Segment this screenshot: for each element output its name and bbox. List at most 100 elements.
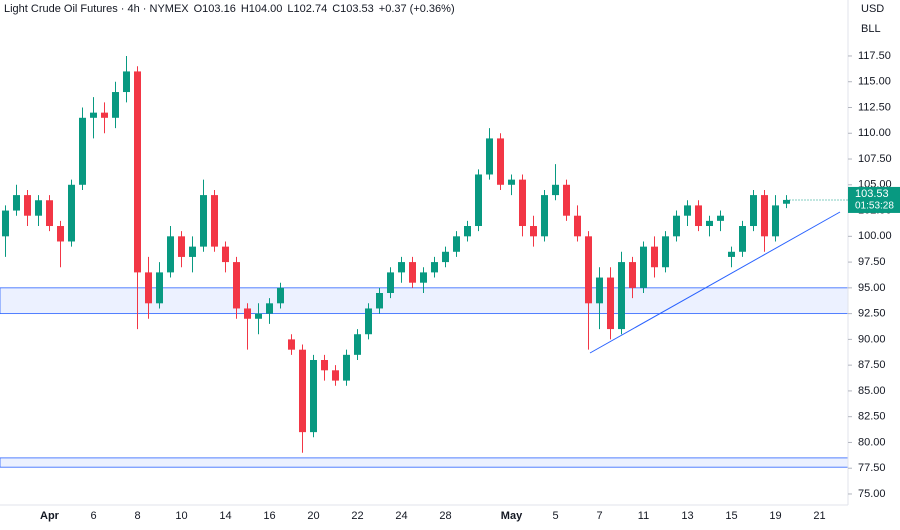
- candle-body: [79, 117, 86, 185]
- x-tick-label: 20: [307, 510, 319, 522]
- x-tick-label: 22: [351, 510, 363, 522]
- candle-body: [211, 195, 218, 247]
- y-tick-label: 87.50: [858, 359, 886, 371]
- y-tick-label: 90.00: [858, 333, 886, 345]
- candle-body: [662, 236, 669, 268]
- y-tick-label: 85.00: [858, 385, 886, 397]
- ohlc-value: H104.00: [241, 3, 283, 15]
- candle-body: [46, 200, 53, 227]
- candle-body: [475, 174, 482, 227]
- plot-area: [0, 55, 849, 468]
- x-tick-label: 24: [395, 510, 407, 522]
- x-tick-label: 5: [552, 510, 558, 522]
- x-tick-label: Apr: [40, 510, 60, 522]
- y-tick-label: 80.00: [858, 436, 886, 448]
- candle-body: [266, 303, 273, 314]
- x-tick-label: 28: [439, 510, 451, 522]
- candle-body: [343, 354, 350, 381]
- ohlc-value: L102.74: [287, 3, 327, 15]
- candle-body: [321, 359, 328, 371]
- candle-body: [464, 226, 471, 237]
- candle-body: [607, 277, 614, 330]
- candle-body: [35, 200, 42, 216]
- x-tick-label: 6: [90, 510, 96, 522]
- candle-body: [200, 195, 207, 247]
- y-tick-label: 82.50: [858, 411, 886, 423]
- candle-body: [739, 226, 746, 252]
- candle-body: [101, 112, 108, 118]
- candle-body: [541, 195, 548, 237]
- candle-body: [68, 184, 75, 242]
- candle-body: [134, 71, 141, 273]
- y-tick-label: 107.50: [858, 153, 892, 165]
- candle-body: [519, 179, 526, 227]
- x-tick-label: 8: [134, 510, 140, 522]
- x-tick-label: 7: [596, 510, 602, 522]
- ohlc-value: O103.16: [194, 3, 236, 15]
- candle-body: [563, 184, 570, 216]
- candle-body: [24, 195, 31, 216]
- candle-body: [244, 308, 251, 319]
- candle-body: [772, 205, 779, 237]
- candle-body: [233, 262, 240, 309]
- candle-body: [596, 277, 603, 304]
- x-tick-label: May: [501, 510, 523, 522]
- x-tick-label: 14: [219, 510, 231, 522]
- candle-body: [167, 236, 174, 273]
- candle-body: [574, 215, 581, 237]
- candle-body: [310, 359, 317, 433]
- candle-body: [453, 236, 460, 252]
- x-tick-label: 16: [263, 510, 275, 522]
- candle-body: [728, 251, 735, 257]
- candle-body: [145, 272, 152, 304]
- candle-body: [750, 195, 757, 227]
- candle-body: [365, 308, 372, 335]
- candle-body: [288, 339, 295, 350]
- x-tick-label: 19: [769, 510, 781, 522]
- candle-body: [497, 138, 504, 185]
- candle-body: [222, 246, 229, 263]
- y-tick-label: 77.50: [858, 462, 886, 474]
- candle-body: [112, 92, 119, 118]
- candle-body: [57, 226, 64, 242]
- candle-body: [90, 112, 97, 118]
- candle-body: [299, 349, 306, 433]
- candle-body: [387, 272, 394, 294]
- candle-body: [255, 313, 262, 319]
- candle-body: [530, 226, 537, 237]
- candle-body: [13, 195, 20, 211]
- y-tick-label: 117.50: [858, 50, 891, 62]
- candle-body: [486, 138, 493, 175]
- candle-body: [178, 236, 185, 257]
- header: Light Crude Oil Futures · 4h · NYMEX O103…: [4, 3, 455, 15]
- candle-body: [684, 205, 691, 216]
- candle-body: [332, 370, 339, 381]
- candle-body: [717, 215, 724, 221]
- trend-line: [589, 211, 841, 354]
- y-tick-label: 92.50: [858, 308, 886, 320]
- unit: BLL: [861, 23, 881, 35]
- candle-body: [409, 262, 416, 283]
- price-tag-value: 103.53: [855, 188, 889, 200]
- y-tick-label: 97.50: [858, 256, 886, 268]
- candle-body: [123, 71, 130, 93]
- ohlc-value: +0.37 (+0.36%): [379, 3, 455, 15]
- candle-body: [442, 251, 449, 263]
- candle-body: [629, 262, 636, 288]
- price-tag-countdown: 01:53:28: [855, 201, 894, 212]
- y-tick-label: 95.00: [858, 282, 886, 294]
- candle-body: [695, 205, 702, 227]
- candle-body: [376, 293, 383, 309]
- candle-body: [783, 199, 790, 204]
- candle-body: [277, 287, 284, 304]
- candle-body: [508, 179, 515, 185]
- x-tick-label: 21: [813, 510, 825, 522]
- candle-body: [673, 215, 680, 237]
- candle-body: [189, 246, 196, 257]
- candle-body: [156, 272, 163, 304]
- candle-body: [420, 272, 427, 283]
- symbol-title: Light Crude Oil Futures · 4h · NYMEX: [4, 3, 189, 15]
- axes: 75.00 77.50 80.00 82.50 85.00 87.50 90.00 92.50…: [40, 50, 900, 522]
- y-tick-label: 110.00: [858, 127, 891, 139]
